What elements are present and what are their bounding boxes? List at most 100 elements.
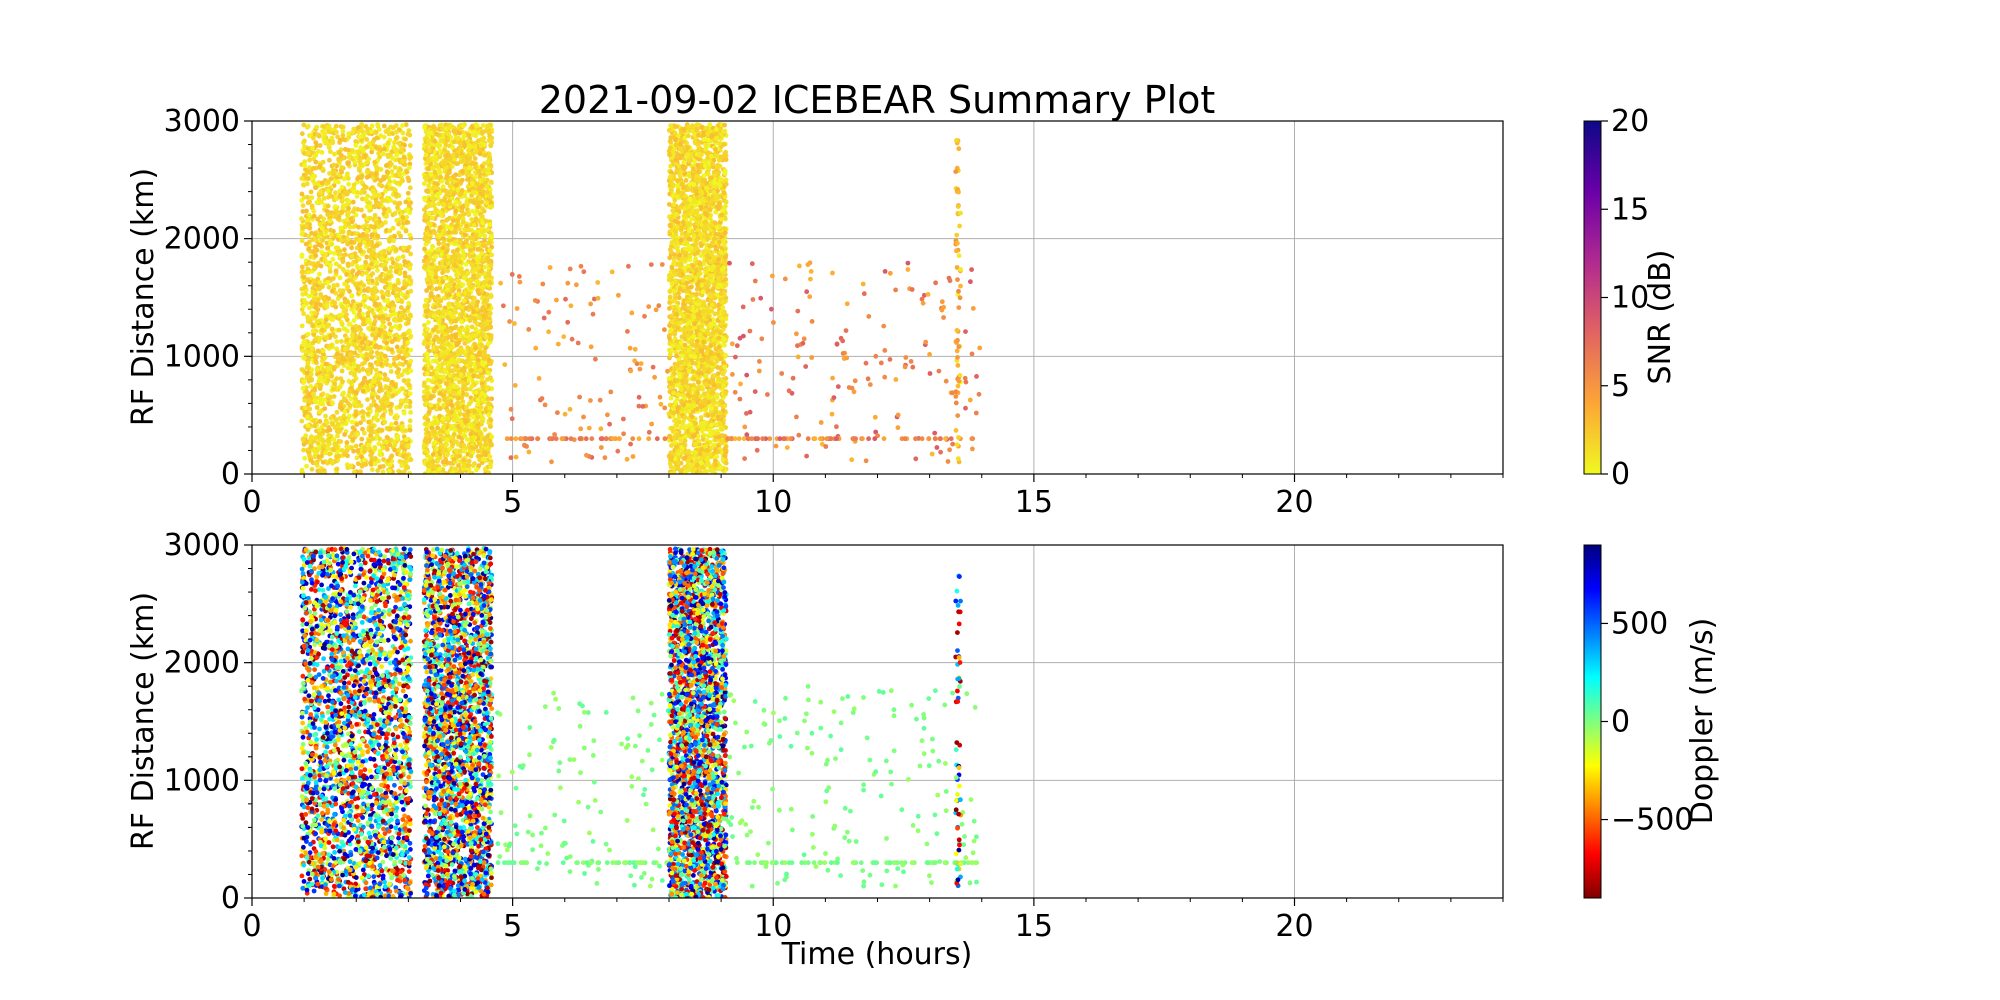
scatter-point	[301, 303, 307, 309]
scatter-point	[345, 278, 351, 284]
scatter-point	[340, 229, 346, 235]
scatter-point	[431, 327, 436, 333]
scatter-point	[317, 386, 323, 391]
scatter-point	[300, 209, 306, 214]
scatter-point	[327, 218, 333, 224]
scatter-point	[436, 144, 442, 150]
scatter-point	[453, 367, 458, 373]
scatter-point	[408, 410, 413, 415]
scatter-point	[352, 159, 358, 165]
scatter-point	[393, 311, 399, 317]
scatter-point	[375, 395, 381, 400]
scatter-point	[338, 439, 344, 444]
scatter-point	[474, 467, 479, 473]
scatter-point	[384, 213, 390, 219]
scatter-point	[461, 368, 467, 373]
scatter-point	[304, 222, 309, 228]
scatter-point	[432, 138, 438, 144]
scatter-point	[334, 454, 339, 459]
scatter-point	[314, 449, 320, 454]
scatter-point	[370, 326, 376, 332]
scatter-point	[299, 264, 305, 270]
scatter-point	[403, 199, 409, 205]
scatter-point	[447, 125, 452, 131]
scatter-point	[459, 319, 464, 324]
scatter-point	[380, 198, 385, 204]
scatter-point	[481, 176, 487, 182]
scatter-point	[310, 178, 316, 184]
scatter-point	[332, 151, 337, 157]
scatter-point	[321, 443, 327, 448]
scatter-point	[376, 441, 382, 447]
scatter-point	[336, 233, 342, 238]
scatter-point	[345, 161, 351, 166]
scatter-point	[401, 410, 407, 416]
scatter-point	[366, 280, 372, 285]
scatter-point	[340, 128, 346, 134]
scatter-point	[353, 143, 359, 148]
scatter-point	[317, 280, 323, 285]
scatter-point	[335, 433, 340, 439]
scatter-point	[407, 404, 413, 409]
scatter-point	[306, 246, 312, 252]
scatter-point	[404, 214, 410, 220]
scatter-point	[393, 191, 399, 197]
scatter-point	[461, 275, 467, 281]
scatter-point	[346, 176, 351, 181]
scatter-point	[466, 458, 472, 464]
scatter-point	[336, 429, 342, 435]
scatter-point	[398, 147, 404, 153]
scatter-point	[362, 184, 368, 190]
scatter-point	[362, 457, 367, 463]
scatter-point	[408, 288, 414, 294]
scatter-point	[400, 130, 406, 136]
scatter-point	[438, 174, 443, 180]
scatter-point	[486, 370, 491, 376]
scatter-point	[330, 213, 336, 219]
scatter-point	[396, 280, 401, 286]
scatter-point	[368, 460, 374, 466]
scatter-point	[450, 145, 455, 150]
scatter-point	[301, 441, 307, 447]
scatter-point	[468, 144, 473, 150]
scatter-point	[436, 241, 442, 247]
scatter-point	[300, 334, 306, 340]
scatter-point	[373, 171, 379, 177]
scatter-point	[428, 293, 434, 299]
scatter-point	[362, 375, 367, 381]
scatter-point	[320, 284, 325, 289]
scatter-point	[327, 238, 333, 244]
scatter-point	[360, 321, 366, 327]
scatter-point	[317, 336, 323, 341]
scatter-point	[372, 446, 378, 452]
scatter-point	[385, 316, 391, 322]
scatter-point	[376, 376, 382, 382]
scatter-point	[384, 340, 389, 346]
scatter-point	[327, 157, 332, 163]
scatter-point	[333, 204, 338, 210]
scatter-point	[344, 337, 350, 343]
scatter-point	[325, 188, 331, 194]
scatter-point	[423, 152, 429, 158]
scatter-point	[481, 208, 487, 214]
scatter-point	[364, 254, 370, 260]
scatter-point	[436, 311, 442, 316]
scatter-point	[471, 295, 477, 301]
scatter-point	[384, 385, 390, 391]
scatter-point	[371, 399, 377, 404]
scatter-point	[403, 228, 409, 234]
scatter-point	[394, 147, 400, 153]
scatter-point	[393, 173, 399, 178]
scatter-point	[475, 288, 481, 293]
scatter-point	[428, 171, 434, 177]
scatter-point	[303, 433, 309, 438]
scatter-point	[325, 203, 331, 209]
scatter-point	[463, 349, 469, 354]
scatter-point	[387, 228, 393, 234]
scatter-point	[320, 459, 326, 465]
scatter-point	[487, 280, 493, 285]
scatter-point	[341, 413, 347, 419]
scatter-point	[330, 276, 336, 281]
scatter-point	[378, 133, 384, 139]
scatter-point	[319, 400, 325, 405]
